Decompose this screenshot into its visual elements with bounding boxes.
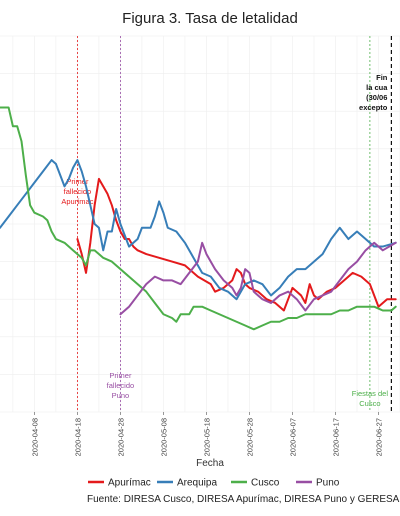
series-lines [0,106,397,331]
x-tick-label: 2020-05-08 [159,418,168,456]
annotation-label: Primer [66,177,89,186]
annotation-label: fallecido [107,381,135,390]
x-axis-title: Fecha [196,458,224,469]
x-axis: 2020-04-08 2020-04-18 2020-04-28 2020-05-08… [30,412,383,456]
annotation-label: Cusco [359,399,380,408]
annotation-label: Primer [109,371,132,380]
legend-label: Puno [316,478,340,489]
series-line-puno [119,241,397,316]
legend: Apurímac Arequipa Cusco Puno [88,478,340,489]
chart-title: Figura 3. Tasa de letalidad [122,10,298,27]
gridlines [0,35,400,413]
annotation-label: Fiestas del [352,389,389,398]
annotation-label: Apurímac [61,197,93,206]
x-tick-label: 2020-05-18 [202,418,211,456]
annotations: PrimerfallecidoApurímacPrimerfallecidoPu… [61,36,392,412]
series-line-arequipa [0,159,397,301]
legend-label: Cusco [251,478,280,489]
x-tick-label: 2020-06-17 [331,418,340,456]
x-tick-label: 2020-04-18 [73,418,82,456]
annotation-label: fallecido [64,187,92,196]
source-caption: Fuente: DIRESA Cusco, DIRESA Apurímac, D… [87,494,400,505]
annotation-label: Puno [112,391,130,400]
plot-area: PrimerfallecidoApurímacPrimerfallecidoPu… [0,35,400,413]
legend-label: Apurímac [108,478,151,489]
x-tick-label: 2020-06-27 [374,418,383,456]
annotation-label: la cua [366,83,388,92]
series-line-apurimac [76,177,397,312]
x-tick-label: 2020-04-08 [30,418,39,456]
legend-label: Arequipa [177,478,217,489]
x-tick-label: 2020-04-28 [116,418,125,456]
annotation-label: Fin [376,73,388,82]
x-tick-label: 2020-06-07 [288,418,297,456]
annotation-label: (30/06 [366,93,387,102]
x-tick-label: 2020-05-28 [245,418,254,456]
series-line-cusco [0,106,397,331]
annotation-label: excepto [359,103,388,112]
